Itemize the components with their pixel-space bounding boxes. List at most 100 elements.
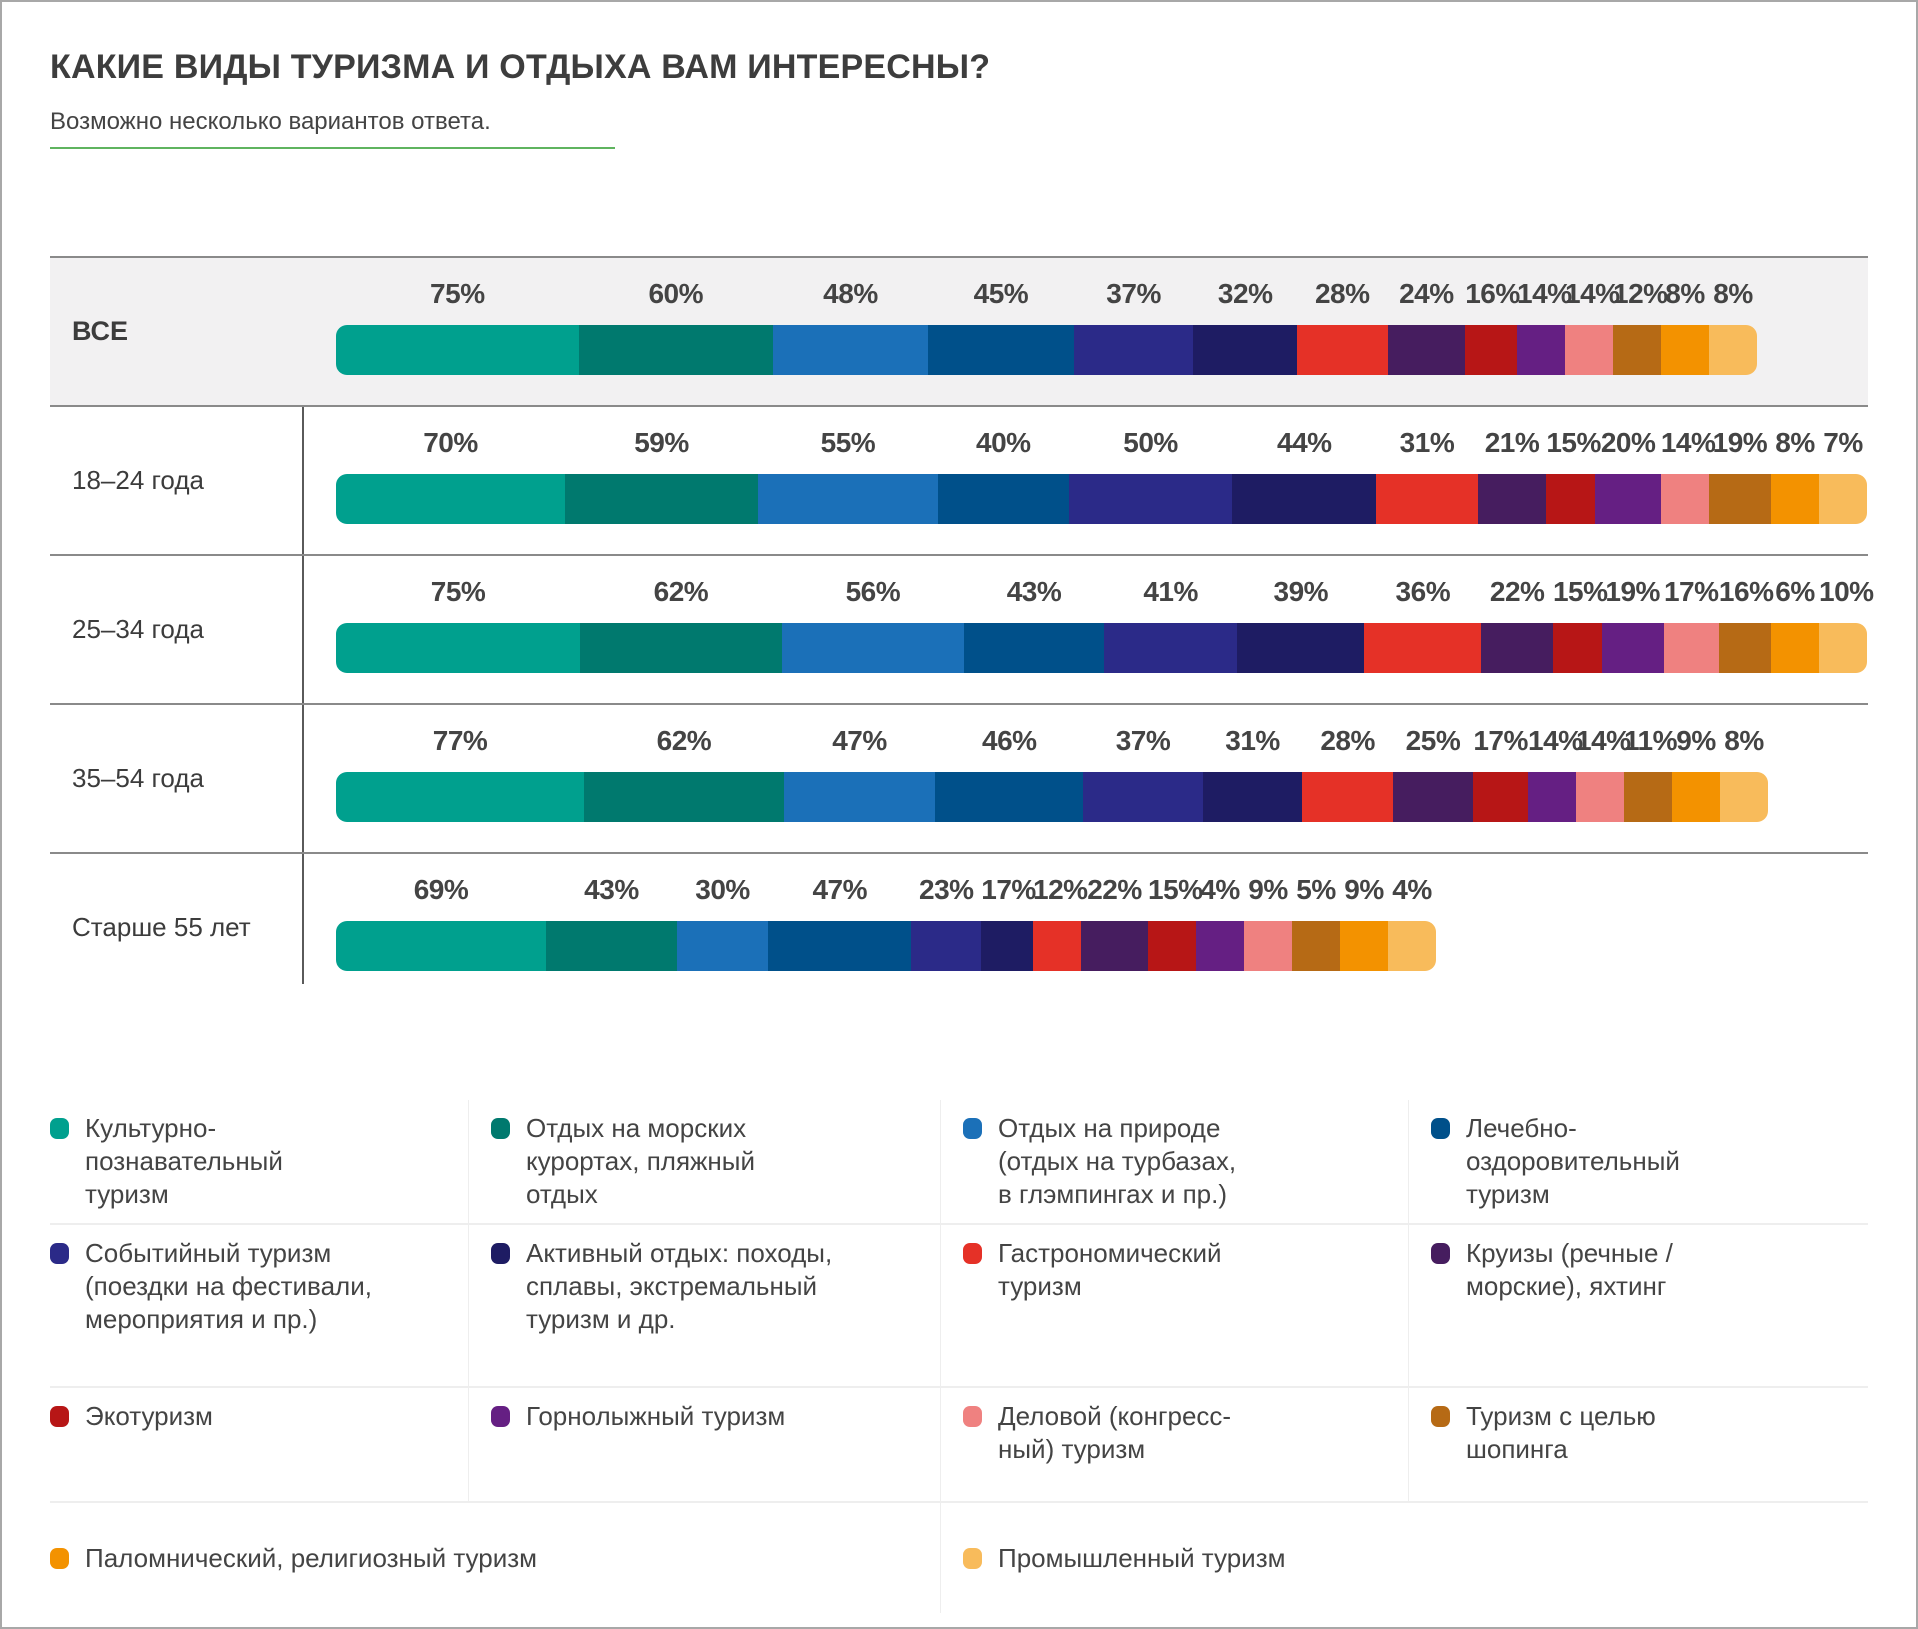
data-label: 37% [1115, 725, 1171, 756]
data-label: 36% [1395, 576, 1451, 607]
legend-item: Экотуризм [50, 1388, 468, 1501]
data-label: 14% [1517, 278, 1572, 309]
bar-segment [1147, 921, 1196, 971]
legend-item: Событийный туризм (поездки на фестивали,… [50, 1225, 468, 1386]
data-label: 6% [1775, 576, 1815, 607]
data-label: 43% [1006, 576, 1062, 607]
bar-segment [1392, 772, 1474, 822]
bar-segment [981, 921, 1033, 971]
data-label: 19% [1712, 427, 1768, 458]
data-label: 75% [430, 278, 485, 309]
chart-row: ВСЕ 75% 60% 48% 45% 37% 32% 28% 24% 16% 14% 14% 12% 8… [50, 256, 1868, 405]
legend-item: Культурно- познавательный туризм [50, 1100, 468, 1223]
data-label: 22% [1087, 874, 1142, 905]
bar-segment [1068, 474, 1233, 524]
bar-segment [1527, 772, 1576, 822]
bar-segment [1465, 325, 1517, 375]
data-label: 60% [648, 278, 703, 309]
legend-label: Гастрономический туризм [998, 1238, 1222, 1301]
legend-label: Деловой (конгресс- ный) туризм [998, 1401, 1232, 1464]
bar-segment [1291, 921, 1340, 971]
data-label: 21% [1484, 427, 1540, 458]
bar-segment [1232, 474, 1377, 524]
data-label: 10% [1819, 576, 1874, 607]
data-label: 8% [1665, 278, 1705, 309]
data-label: 55% [820, 427, 876, 458]
legend-swatch-icon [963, 1243, 982, 1264]
bar-segment [1718, 623, 1771, 673]
segment-labels: 77% 62% 47% 46% 37% 31% 28% 25% 17% 14% 14% 11% 9% 8% [336, 725, 1768, 761]
data-label: 17% [981, 874, 1036, 905]
bar-segment [1516, 325, 1565, 375]
legend-swatch-icon [491, 1406, 510, 1427]
subtitle-underline [50, 147, 615, 149]
bar-segment [928, 325, 1074, 375]
legend-swatch-icon [1431, 1406, 1450, 1427]
data-label: 7% [1823, 427, 1863, 458]
bar-segment [772, 325, 929, 375]
bar-segment [1546, 474, 1596, 524]
data-label: 9% [1676, 725, 1716, 756]
data-label: 12% [1613, 278, 1668, 309]
chart-row: 25–34 года 75% 62% 56% 43% 41% 39% 36% 22% 15% 19%… [50, 554, 1874, 703]
bar-segment [1202, 772, 1303, 822]
data-label: 28% [1320, 725, 1375, 756]
legend-label: Отдых на природе (отдых на турбазах, в г… [998, 1113, 1237, 1209]
legend-swatch-icon [491, 1243, 510, 1264]
legend-swatch-icon [50, 1118, 69, 1139]
legend: Культурно- познавательный туризм Отдых на… [50, 1100, 1868, 1613]
bar-segment [584, 772, 784, 822]
chart-table: ВСЕ 75% 60% 48% 45% 37% 32% 28% 24% 16% 14% 14% 12% 8… [50, 256, 1874, 1001]
bar-segment [580, 623, 782, 673]
row-label: 18–24 года [72, 465, 204, 495]
bar-segment [964, 623, 1104, 673]
chart-row: 18–24 года 70% 59% 55% 40% 50% 44% 31% 21% 15% 20%… [50, 405, 1868, 554]
data-label: 16% [1465, 278, 1520, 309]
bar-segment [578, 325, 773, 375]
chart-row: 35–54 года 77% 62% 47% 46% 37% 31% 28% 25% 17% 14%… [50, 703, 1868, 852]
bar-segment [1193, 325, 1297, 375]
legend-label: Туризм с целью шопинга [1466, 1401, 1656, 1464]
data-label: 47% [832, 725, 887, 756]
data-label: 19% [1605, 576, 1660, 607]
legend-label: Паломнический, религиозный туризм [85, 1542, 538, 1573]
data-label: 37% [1106, 278, 1161, 309]
data-label: 9% [1344, 874, 1384, 905]
legend-swatch-icon [1431, 1118, 1450, 1139]
data-label: 62% [653, 576, 709, 607]
bar-segment [911, 921, 982, 971]
data-label: 32% [1217, 278, 1273, 309]
data-label: 14% [1660, 427, 1716, 458]
legend-row: Паломнический, религиозный туризм Промышл… [50, 1503, 1868, 1613]
bar-segment [1708, 474, 1771, 524]
bar-segment [1708, 325, 1757, 375]
segment-labels: 75% 62% 56% 43% 41% 39% 36% 22% 15% 19% 17% 16% 6% 10… [336, 576, 1874, 612]
data-label: 44% [1277, 427, 1332, 458]
bar-segment [1552, 623, 1602, 673]
legend-row: Культурно- познавательный туризм Отдых на… [50, 1100, 1868, 1225]
bar-segment [1671, 772, 1720, 822]
bar-segment [1601, 623, 1664, 673]
data-label: 39% [1273, 576, 1329, 607]
data-label: 56% [845, 576, 901, 607]
legend-label: Промышленный туризм [998, 1542, 1286, 1573]
bar-segment [1481, 623, 1553, 673]
bar-segment [935, 772, 1084, 822]
data-label: 77% [432, 725, 488, 756]
legend-label: Лечебно- оздоровительный туризм [1466, 1113, 1680, 1209]
data-label: 8% [1775, 427, 1815, 458]
data-label: 16% [1718, 576, 1774, 607]
data-label: 50% [1123, 427, 1178, 458]
bar-segment [1719, 772, 1768, 822]
bar-segment [1770, 623, 1819, 673]
data-label: 15% [1546, 427, 1601, 458]
label-column-divider [302, 256, 304, 984]
legend-swatch-icon [963, 1118, 982, 1139]
bar-segment [1080, 921, 1148, 971]
data-label: 14% [1528, 725, 1583, 756]
bar-segment [1387, 325, 1466, 375]
legend-swatch-icon [50, 1406, 69, 1427]
bar-segment [1660, 474, 1709, 524]
data-label: 75% [430, 576, 486, 607]
bar-segment [781, 623, 964, 673]
